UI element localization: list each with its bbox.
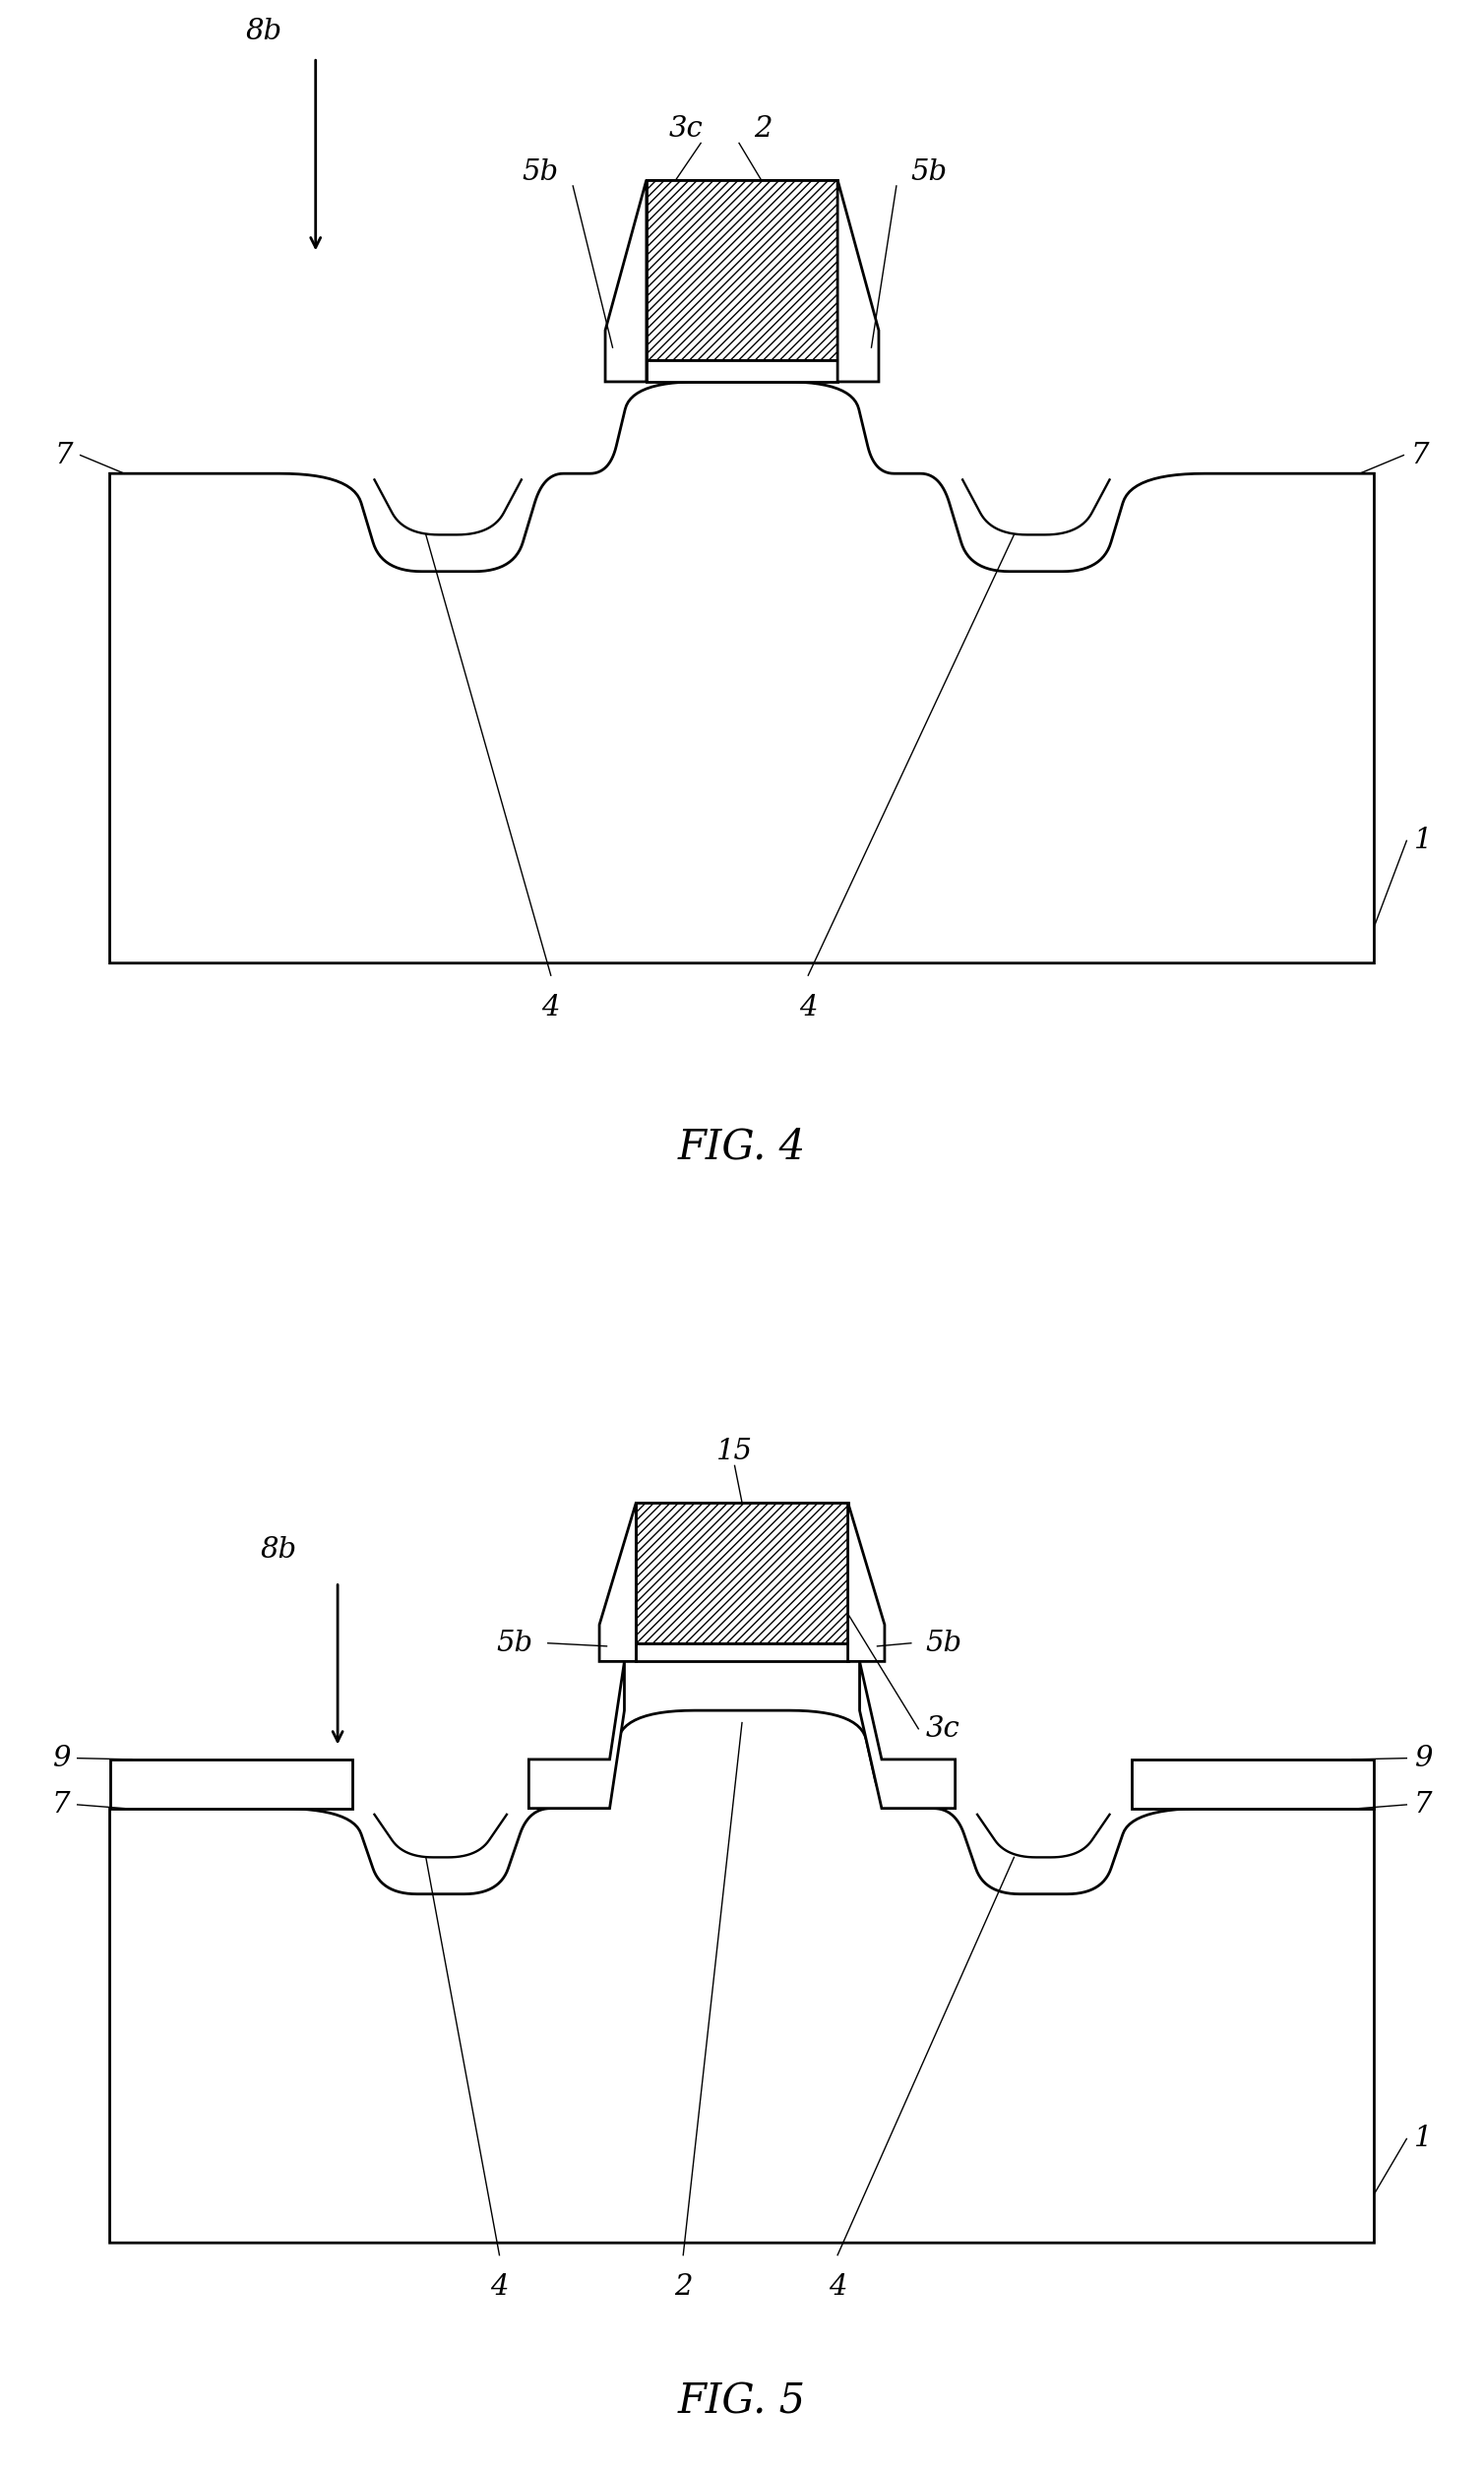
Text: 7: 7 <box>1411 442 1429 469</box>
Polygon shape <box>110 383 1374 963</box>
Polygon shape <box>859 1662 956 1808</box>
Polygon shape <box>528 1662 625 1808</box>
Bar <box>647 361 837 383</box>
Bar <box>647 180 837 361</box>
Text: 4: 4 <box>798 993 818 1020</box>
Text: 4: 4 <box>542 993 559 1020</box>
Bar <box>637 1643 847 1662</box>
Text: 9: 9 <box>1414 1744 1432 1771</box>
Text: 3c: 3c <box>669 116 703 143</box>
Polygon shape <box>110 1709 1374 2243</box>
Polygon shape <box>1132 1759 1374 1808</box>
Bar <box>647 180 837 361</box>
Bar <box>637 1502 847 1643</box>
Text: 7: 7 <box>55 442 73 469</box>
Polygon shape <box>847 1502 884 1662</box>
Text: 1: 1 <box>1414 827 1432 855</box>
Text: 1: 1 <box>1414 2124 1432 2151</box>
Text: 9: 9 <box>52 1744 70 1771</box>
Text: 5b: 5b <box>522 158 558 185</box>
Text: 4: 4 <box>828 2272 847 2302</box>
Text: 5b: 5b <box>497 1630 533 1657</box>
Bar <box>637 1502 847 1643</box>
Text: 7: 7 <box>1414 1791 1432 1818</box>
Text: 4: 4 <box>490 2272 509 2302</box>
Text: 7: 7 <box>52 1791 70 1818</box>
Polygon shape <box>600 1502 637 1662</box>
Polygon shape <box>110 1759 352 1808</box>
Text: 8b: 8b <box>246 17 282 44</box>
Polygon shape <box>837 180 879 383</box>
Text: 2: 2 <box>754 116 772 143</box>
Text: 2: 2 <box>674 2272 693 2302</box>
Polygon shape <box>605 180 647 383</box>
Text: FIG. 4: FIG. 4 <box>678 1126 806 1168</box>
Text: 15: 15 <box>717 1438 752 1465</box>
Text: 5b: 5b <box>926 1630 962 1657</box>
Text: FIG. 5: FIG. 5 <box>678 2381 806 2423</box>
Text: 5b: 5b <box>911 158 948 185</box>
Text: 3c: 3c <box>926 1714 960 1741</box>
Text: 8b: 8b <box>261 1536 297 1564</box>
